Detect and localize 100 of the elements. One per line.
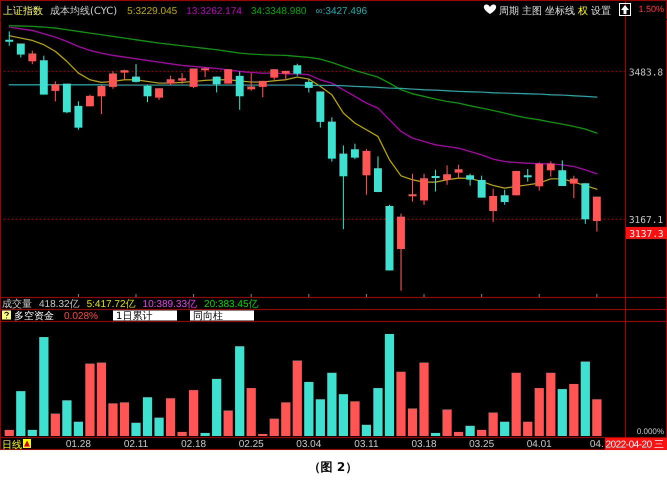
candlestick: [28, 50, 36, 65]
candlestick: [546, 160, 555, 177]
bar: [224, 410, 233, 436]
candlestick: [178, 72, 186, 84]
text: 418.32亿: [39, 299, 80, 310]
bar: [177, 432, 187, 436]
x-tick-label: 02.11: [124, 439, 149, 450]
bar: [28, 430, 37, 436]
x-tick-label: 02.25: [238, 439, 264, 450]
bar: [62, 400, 72, 436]
candlestick: [408, 173, 416, 202]
candlestick: [328, 116, 336, 162]
x-tick-label: 04.: [590, 439, 604, 450]
chart-subtitle: 成本均线(CYC): [50, 5, 118, 17]
bar: [50, 414, 60, 436]
bar: [188, 390, 198, 436]
bar: [316, 399, 325, 436]
candlestick: [120, 69, 128, 80]
bar: [108, 403, 118, 436]
x-tick-label: 03.25: [469, 439, 495, 450]
candlestick: [466, 173, 474, 186]
text: 同向柱: [193, 310, 223, 322]
bar: [477, 430, 486, 436]
candlestick: [5, 30, 14, 46]
x-tick-label: 01.28: [66, 439, 92, 450]
bar: [454, 432, 464, 436]
bar: [292, 360, 302, 436]
bar: [246, 388, 256, 436]
text: 日线: [2, 439, 22, 451]
bar: [166, 398, 176, 436]
candlestick: [190, 68, 198, 89]
text: 成交量: [2, 298, 32, 310]
candlestick: [293, 63, 302, 76]
bar: [16, 391, 26, 436]
candlestick: [74, 100, 82, 130]
bar: [131, 422, 141, 436]
bar: [580, 362, 590, 436]
candlestick: [420, 173, 428, 206]
candlestick: [581, 182, 590, 224]
x-tick-label: 02.18: [181, 439, 207, 450]
candlestick: [236, 70, 244, 110]
line-series: [8, 84, 598, 98]
text: 13:3262.174: [186, 6, 242, 17]
bar: [546, 372, 556, 436]
candlestick: [155, 88, 163, 100]
bar: [327, 372, 336, 436]
text: （图 2）: [308, 460, 358, 474]
bar: [120, 402, 130, 436]
candlestick: [132, 64, 140, 83]
candlestick: [258, 80, 267, 98]
bar: [373, 388, 383, 436]
bar: [235, 346, 244, 436]
text: 5:3229.045: [127, 6, 178, 17]
bar: [154, 418, 164, 436]
text: 0.028%: [64, 311, 98, 322]
candlestick: [86, 94, 94, 107]
bar: [338, 394, 348, 436]
candlestick: [489, 188, 498, 223]
text: 1日累计: [116, 310, 152, 322]
bar: [512, 372, 521, 436]
text: 5:417.72亿: [86, 299, 136, 310]
candlestick: [374, 156, 382, 193]
chart-title: 上证指数: [3, 5, 43, 17]
text: 0.000%: [636, 427, 664, 436]
candlestick: [397, 213, 405, 292]
bar: [558, 389, 567, 436]
candlestick: [362, 148, 370, 196]
bar: [419, 362, 429, 436]
x-tick-label: 03.18: [412, 439, 437, 450]
bar: [362, 424, 372, 436]
bar: [523, 422, 532, 436]
candlestick: [247, 72, 256, 92]
bar: [466, 426, 475, 436]
candlestick: [224, 68, 232, 84]
candlestick: [40, 55, 48, 96]
bar: [39, 337, 48, 436]
candlestick: [500, 189, 509, 206]
bar: [396, 372, 406, 436]
text: 设置: [591, 5, 611, 17]
bar: [281, 402, 290, 436]
candlestick: [350, 143, 359, 160]
text: 2022-04-20 三: [606, 440, 664, 450]
bar: [304, 382, 314, 436]
text: 坐标线: [545, 5, 575, 17]
bar: [384, 334, 394, 436]
candlestick: [339, 144, 348, 230]
bar: [350, 401, 360, 436]
candlestick: [97, 84, 106, 115]
candlestick: [144, 84, 152, 103]
text: 主图: [522, 5, 542, 17]
x-tick-label: 03.11: [354, 439, 379, 450]
candlestick: [212, 76, 221, 93]
candlestick: [454, 164, 463, 179]
text: 34:3348.980: [250, 6, 307, 17]
bar: [200, 432, 210, 436]
bar: [142, 397, 152, 436]
candlestick: [166, 75, 175, 86]
chart-title: 多空资金: [14, 310, 54, 322]
candlestick: [524, 168, 532, 182]
bar: [270, 418, 279, 436]
